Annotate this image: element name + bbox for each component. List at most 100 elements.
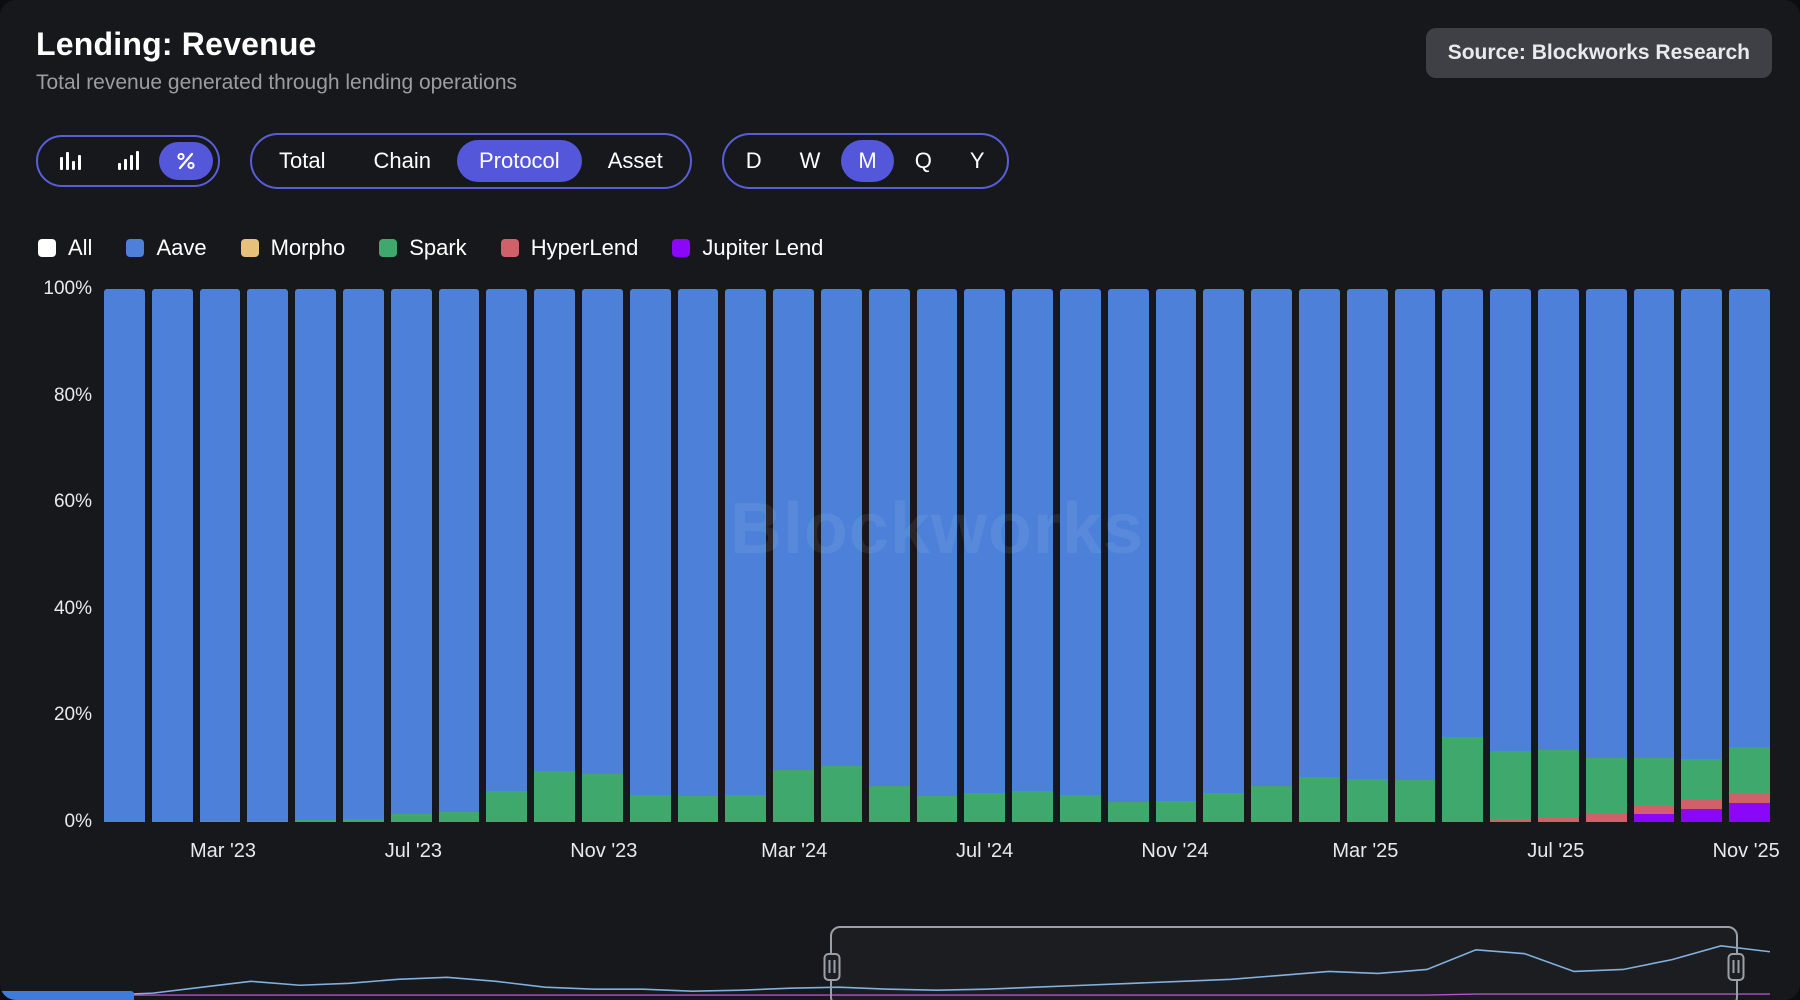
bar[interactable]: [438, 289, 480, 822]
bar[interactable]: [534, 289, 575, 822]
timeline-navigator[interactable]: [104, 926, 1770, 1000]
brush-handle-left[interactable]: [823, 952, 841, 981]
bar-segment-spark: [1537, 750, 1579, 817]
percent-chart-button[interactable]: [159, 142, 213, 180]
legend-item-morpho[interactable]: Morpho: [240, 235, 345, 261]
legend-item-aave[interactable]: Aave: [126, 235, 207, 261]
bar-segment-aave: [1155, 289, 1197, 801]
bar-segment-spark: [486, 791, 528, 822]
bar[interactable]: [1394, 289, 1436, 822]
bar-segment-hyperlend: [1633, 806, 1675, 815]
bar-segment-aave: [1394, 289, 1436, 781]
bar-segment-aave: [1107, 289, 1149, 802]
bar[interactable]: [1346, 289, 1388, 822]
bar[interactable]: [104, 289, 145, 822]
bar[interactable]: [725, 289, 767, 822]
bar[interactable]: [1298, 289, 1340, 822]
bar-segment-spark: [725, 795, 767, 822]
bar-segment-aave: [581, 289, 623, 775]
brush-handle-right[interactable]: [1727, 952, 1745, 981]
bar[interactable]: [1155, 289, 1197, 822]
bar-segment-aave: [486, 289, 528, 792]
bar-segment-hyperlend: [1490, 819, 1531, 822]
granularity-group: D W M Q Y: [721, 133, 1009, 189]
bar[interactable]: [151, 289, 193, 822]
x-tick-label: Jul '24: [956, 840, 1014, 862]
bar-segment-aave: [1585, 289, 1627, 759]
bar[interactable]: [1251, 289, 1292, 822]
bar-segment-aave: [390, 289, 432, 815]
bar[interactable]: [390, 289, 432, 822]
bar[interactable]: [486, 289, 528, 822]
bar[interactable]: [1012, 289, 1053, 822]
bar-segment-spark: [1633, 758, 1675, 807]
bar-segment-spark: [534, 771, 575, 822]
bar[interactable]: [1059, 289, 1101, 822]
bar[interactable]: [1585, 289, 1627, 822]
bar-segment-jupiter-lend: [1729, 803, 1770, 822]
bar-segment-spark: [1298, 776, 1340, 822]
percent-icon: [177, 152, 195, 170]
granularity-day[interactable]: D: [745, 148, 762, 173]
bar[interactable]: [1490, 289, 1531, 822]
bar-segment-spark: [1251, 785, 1292, 822]
tab-protocol[interactable]: Protocol: [456, 140, 582, 182]
legend-item-all[interactable]: All: [38, 235, 92, 261]
bar[interactable]: [295, 289, 336, 822]
bar[interactable]: [773, 289, 814, 822]
bar[interactable]: [1203, 289, 1245, 822]
bar-segment-aave: [104, 289, 145, 822]
bar[interactable]: [1633, 289, 1675, 822]
x-tick-label: Jul '23: [384, 840, 442, 862]
bar-segment-aave: [629, 289, 671, 796]
y-axis: 100% 80% 60% 40% 20% 0%: [36, 278, 104, 832]
bar[interactable]: [964, 289, 1006, 822]
bar[interactable]: [820, 289, 862, 822]
bar[interactable]: [677, 289, 719, 822]
bar[interactable]: [199, 289, 241, 822]
bar[interactable]: [1681, 289, 1723, 822]
bar-segment-aave: [1490, 289, 1531, 752]
legend-item-spark[interactable]: Spark: [379, 235, 467, 261]
bar-segment-spark: [1681, 759, 1723, 800]
bar[interactable]: [247, 289, 289, 822]
bar-segment-spark: [773, 769, 814, 822]
tab-asset[interactable]: Asset: [607, 148, 663, 173]
bar-segment-aave: [534, 289, 575, 772]
bar-segment-spark: [1346, 779, 1388, 822]
granularity-year[interactable]: Y: [969, 148, 985, 173]
bar-segment-spark: [342, 819, 384, 822]
bar[interactable]: [1729, 289, 1770, 822]
bar[interactable]: [581, 289, 623, 822]
bar-segment-aave: [1442, 289, 1484, 737]
bar-segment-spark: [916, 796, 958, 822]
bar-segment-spark: [629, 795, 671, 822]
bar[interactable]: [1442, 289, 1484, 822]
bar[interactable]: [1107, 289, 1149, 822]
bar-segment-spark: [1155, 800, 1197, 822]
tab-chain[interactable]: Chain: [373, 148, 431, 173]
granularity-quarter[interactable]: Q: [914, 148, 932, 173]
navigator-brush[interactable]: [823, 926, 1745, 1000]
stacked-bar-chart-button[interactable]: [101, 142, 155, 180]
bar-segment-aave: [1059, 289, 1101, 796]
granularity-week[interactable]: W: [799, 148, 821, 173]
bar-segment-spark: [1012, 791, 1053, 822]
x-tick-label: Mar '25: [1332, 840, 1399, 862]
bar[interactable]: [1537, 289, 1579, 822]
bar-segment-hyperlend: [1729, 792, 1770, 804]
bar[interactable]: [629, 289, 671, 822]
legend-item-hyperlend[interactable]: HyperLend: [500, 235, 638, 261]
bar-segment-spark: [295, 820, 336, 822]
navigator-line-purple: [104, 994, 1770, 995]
bar[interactable]: [342, 289, 384, 822]
y-tick-label: 40%: [53, 597, 92, 619]
tab-total[interactable]: Total: [279, 148, 326, 173]
grouped-bar-chart-button[interactable]: [43, 142, 97, 180]
legend-item-jupiter-lend[interactable]: Jupiter Lend: [672, 235, 823, 261]
granularity-month[interactable]: M: [841, 140, 894, 182]
bar[interactable]: [868, 289, 910, 822]
bar[interactable]: [916, 289, 958, 822]
bar-segment-aave: [247, 289, 289, 821]
bar-segment-aave: [916, 289, 958, 797]
